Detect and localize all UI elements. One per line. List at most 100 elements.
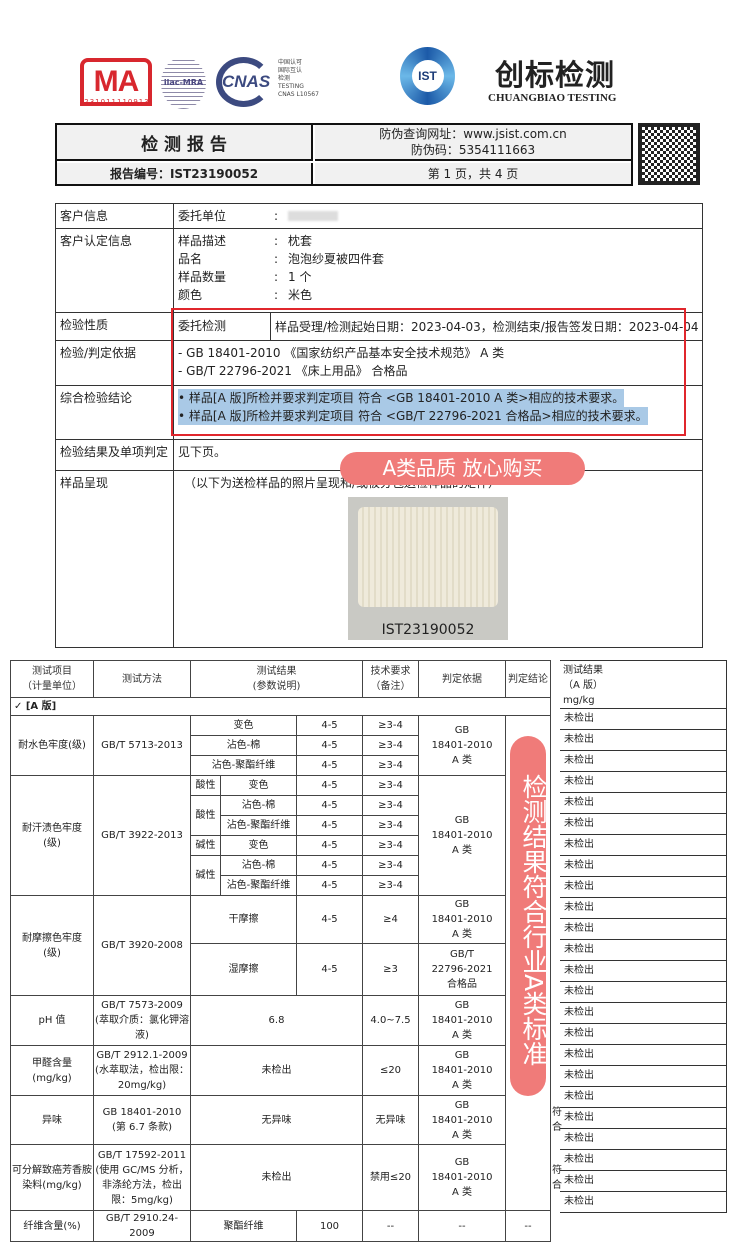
cust-value: 泡泡纱夏被四件套 — [288, 252, 385, 266]
side-header: 测试结果 （A 版） mg/kg — [560, 660, 727, 709]
page-indicator: 第 1 页，共 4 页 — [315, 163, 631, 184]
cell: 沾色-聚酯纤维 — [220, 875, 297, 896]
test-dates: 样品受理/检测起始日期：2023-04-03，检测结束/报告签发日期：2023-… — [275, 319, 699, 334]
cell: 4.0~7.5 — [362, 995, 419, 1046]
cell: 干摩擦 — [190, 895, 297, 944]
colon: : — [274, 288, 279, 302]
ist-logo-text: IST — [411, 60, 444, 92]
cell: 未检出 — [190, 1045, 363, 1096]
cell: 湿摩擦 — [190, 943, 297, 996]
side-row: 未检出 — [560, 961, 727, 982]
verify-url: 防伪查询网址：www.jsist.com.cn — [379, 127, 567, 141]
side-row: 未检出 — [560, 751, 727, 772]
header-item: 测试项目 （计量单位） — [10, 660, 94, 698]
table-row: 湿摩擦 4-5 ≥3 GB/T 22796-2021 合格品 — [11, 943, 551, 996]
cust-key: 样品描述 — [178, 234, 227, 248]
table-row: 耐摩擦色牢度 (级) GB/T 3920-2008 干摩擦 4-5 ≥4 GB 18401… — [10, 895, 551, 996]
cell: 未检出 — [190, 1144, 363, 1211]
cell: 沾色-棉 — [220, 855, 297, 876]
side-row: 未检出 — [560, 898, 727, 919]
conclusion-line: • 样品[A 版]所检并要求判定项目 符合 <GB/T 22796-2021 合… — [178, 407, 648, 425]
nature-label: 检验性质 — [55, 312, 174, 341]
section-label: ✓ [A 版] — [10, 697, 551, 716]
side-row: 未检出 — [560, 1003, 727, 1024]
table-row: 沾色-聚酯纤维 4-5 ≥3-4 — [11, 815, 551, 836]
cust-item: 样品描述: 枕套 — [178, 232, 698, 250]
table-row: 纤维含量(%) GB/T 2910.24-2009 聚酯纤维 100 -- -- -- — [10, 1210, 551, 1242]
side-row: 未检出 — [560, 1108, 727, 1129]
test-method: GB/T 3920-2008 — [93, 895, 191, 996]
report-header: 检 测 报 告 防伪查询网址：www.jsist.com.cn 防伪码：5354… — [55, 123, 633, 186]
cell: 沾色-聚酯纤维 — [220, 815, 297, 836]
test-item: 甲醛含量 (mg/kg) — [10, 1045, 94, 1096]
pillowcase-image — [358, 507, 498, 607]
basis: -- — [418, 1210, 506, 1242]
verify-code: 防伪码：5354111663 — [410, 143, 536, 157]
colon: : — [274, 234, 279, 248]
cell: ≥3-4 — [362, 795, 419, 816]
test-method: GB 18401-2010 (第 6.7 条款) — [93, 1095, 191, 1145]
cell: 4-5 — [296, 943, 363, 996]
basis: GB 18401-2010 A 类 — [418, 1045, 506, 1096]
cell: 聚酯纤维 — [190, 1210, 297, 1242]
side-row: 未检出 — [560, 835, 727, 856]
sample-label: 样品呈现 — [55, 470, 174, 648]
cnas-caption: 中国认可 国际互认 检测 TESTING CNAS L10567 — [278, 59, 319, 98]
basis: GB 18401-2010 A 类 — [418, 1095, 506, 1145]
colon: : — [274, 270, 279, 284]
cell: ≥3-4 — [362, 715, 419, 736]
cell: 无异味 — [190, 1095, 363, 1145]
table-row: 测试项目 （计量单位） 测试方法 测试结果 (参数说明) 技术要求 （备注） 判定依据判… — [10, 660, 551, 698]
side-row: 未检出 — [560, 814, 727, 835]
side-row: 未检出 — [560, 1087, 727, 1108]
cell: 4-5 — [296, 875, 363, 896]
cell: 沾色-棉 — [190, 735, 297, 756]
cust-item: 颜色: 米色 — [178, 286, 698, 304]
cell: 碱性 — [190, 855, 221, 896]
conclusion-cell: • 样品[A 版]所检并要求判定项目 符合 <GB 18401-2010 A 类… — [173, 385, 703, 440]
basis-line: - GB/T 22796-2021 《床上用品》 合格品 — [178, 364, 408, 378]
cell: 变色 — [190, 715, 297, 736]
cma-number: 231011110913 — [84, 98, 150, 106]
cell: -- — [362, 1210, 419, 1242]
header-requirement: 技术要求 （备注） — [362, 660, 419, 698]
basis: GB 18401-2010 A 类 — [418, 715, 506, 776]
cell: 4-5 — [296, 795, 363, 816]
basis-label: 检验/判定依据 — [55, 340, 174, 386]
cell: ≥3-4 — [362, 755, 419, 776]
test-method: GB/T 5713-2013 — [93, 715, 191, 776]
table-row: ✓ [A 版] — [10, 697, 551, 716]
photo-label: IST23190052 — [381, 622, 475, 638]
report-number: 报告编号：IST23190052 — [57, 163, 313, 184]
cust-value: 1 个 — [288, 270, 312, 284]
verify-info: 防伪查询网址：www.jsist.com.cn 防伪码：5354111663 — [315, 125, 631, 161]
cell: 酸性 — [190, 795, 221, 836]
basis-cell: - GB 18401-2010 《国家纺织产品基本安全技术规范》 A 类 - GB… — [173, 340, 703, 386]
side-row: 未检出 — [560, 1150, 727, 1171]
cell: 4-5 — [296, 755, 363, 776]
cust-item: 样品数量:1 个 — [178, 268, 698, 286]
cell: 变色 — [220, 835, 297, 856]
client-key: 委托单位 — [178, 209, 227, 223]
cell: 禁用≤20 — [362, 1144, 419, 1211]
test-method: GB/T 3922-2013 — [93, 775, 191, 896]
colon: : — [274, 252, 279, 266]
test-item: pH 值 — [10, 995, 94, 1046]
sample-photo: IST23190052 — [348, 497, 508, 640]
cell: 4-5 — [296, 775, 363, 796]
ist-logo: IST — [400, 47, 455, 105]
nature-value: 委托检测 — [174, 313, 271, 340]
cell: 4-5 — [296, 815, 363, 836]
basis: GB 18401-2010 A 类 — [418, 995, 506, 1046]
test-item: 耐汗渍色牢度 (级) — [10, 775, 94, 896]
brand-name: 创标检测 — [495, 58, 616, 92]
cell: 4-5 — [296, 895, 363, 944]
info-table: 客户信息 委托单位: 客户认定信息 样品描述: 枕套 品名: 泡泡纱夏被四件套 样品数量… — [55, 203, 703, 648]
test-item: 异味 — [10, 1095, 94, 1145]
side-row: 未检出 — [560, 856, 727, 877]
test-method: GB/T 7573-2009 (萃取介质：氯化钾溶液) — [93, 995, 191, 1046]
table-row: 耐汗渍色牢度 (级) GB/T 3922-2013 酸性 变色 4-5 ≥3-4 GB 18… — [10, 775, 551, 896]
basis: GB 18401-2010 A 类 — [418, 895, 506, 944]
test-item: 耐水色牢度(级) — [10, 715, 94, 776]
test-item: 纤维含量(%) — [10, 1210, 94, 1242]
